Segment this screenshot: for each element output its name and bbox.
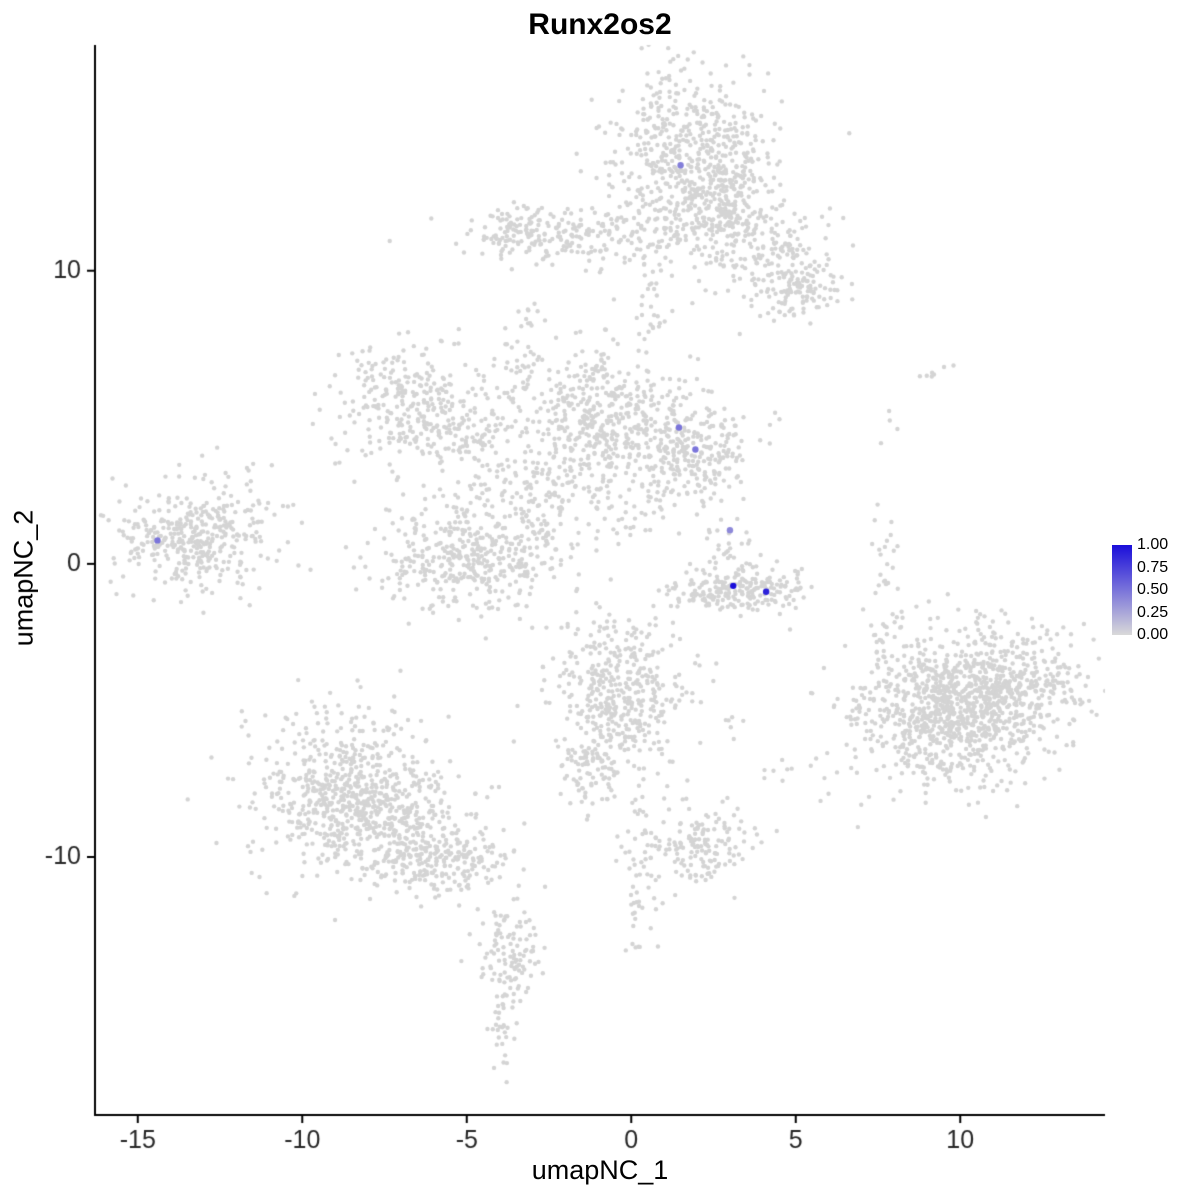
x-axis-title: umapNC_1 bbox=[531, 1155, 669, 1185]
y-axis-title: umapNC_2 bbox=[8, 509, 39, 647]
expression-color-legend: 1.00 0.75 0.50 0.25 0.00 bbox=[1112, 537, 1168, 643]
legend-tick-label: 1.00 bbox=[1137, 536, 1169, 553]
legend-gradient-bar bbox=[1112, 545, 1132, 635]
legend-tick-label: 0.25 bbox=[1137, 603, 1169, 621]
legend-tick-label: 0.00 bbox=[1137, 626, 1169, 643]
plot-title: Runx2os2 bbox=[528, 8, 672, 41]
legend-tick-label: 0.50 bbox=[1137, 581, 1169, 598]
legend-tick-label: 0.75 bbox=[1137, 558, 1169, 576]
legend-tick-labels: 1.00 0.75 0.50 0.25 0.00 bbox=[1137, 537, 1168, 643]
